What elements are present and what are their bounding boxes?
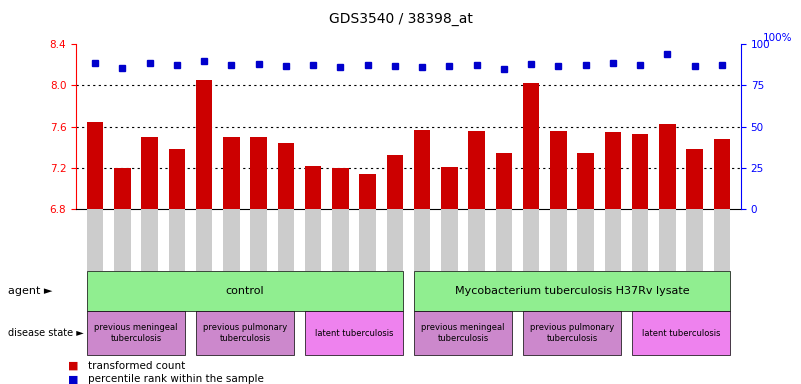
Bar <box>686 149 702 209</box>
Bar <box>115 168 131 209</box>
Bar <box>496 152 512 209</box>
Bar <box>360 174 376 209</box>
Text: control: control <box>226 286 264 296</box>
Bar <box>332 168 348 209</box>
Bar <box>441 167 457 209</box>
Text: previous meningeal
tuberculosis: previous meningeal tuberculosis <box>421 323 505 343</box>
Text: latent tuberculosis: latent tuberculosis <box>642 329 720 338</box>
Text: disease state ►: disease state ► <box>8 328 84 338</box>
Text: GDS3540 / 38398_at: GDS3540 / 38398_at <box>328 12 473 25</box>
Text: ■: ■ <box>68 361 78 371</box>
Y-axis label: 100%: 100% <box>763 33 792 43</box>
Bar <box>169 149 185 209</box>
Text: Mycobacterium tuberculosis H37Rv lysate: Mycobacterium tuberculosis H37Rv lysate <box>455 286 690 296</box>
Bar <box>223 137 239 209</box>
Bar <box>469 131 485 209</box>
Text: percentile rank within the sample: percentile rank within the sample <box>88 374 264 384</box>
Bar <box>414 130 430 209</box>
Bar <box>87 122 103 209</box>
Bar <box>523 83 539 209</box>
Bar <box>550 131 566 209</box>
Bar <box>659 124 675 209</box>
Bar <box>142 137 158 209</box>
Text: previous meningeal
tuberculosis: previous meningeal tuberculosis <box>95 323 178 343</box>
Bar <box>632 134 648 209</box>
Bar <box>387 155 403 209</box>
Text: ■: ■ <box>68 374 78 384</box>
Text: previous pulmonary
tuberculosis: previous pulmonary tuberculosis <box>203 323 287 343</box>
Bar <box>578 152 594 209</box>
Text: latent tuberculosis: latent tuberculosis <box>315 329 393 338</box>
Text: previous pulmonary
tuberculosis: previous pulmonary tuberculosis <box>530 323 614 343</box>
Bar <box>605 132 621 209</box>
Text: transformed count: transformed count <box>88 361 185 371</box>
Text: agent ►: agent ► <box>8 286 52 296</box>
Bar <box>278 143 294 209</box>
Bar <box>714 139 730 209</box>
Bar <box>305 166 321 209</box>
Bar <box>196 80 212 209</box>
Bar <box>251 137 267 209</box>
